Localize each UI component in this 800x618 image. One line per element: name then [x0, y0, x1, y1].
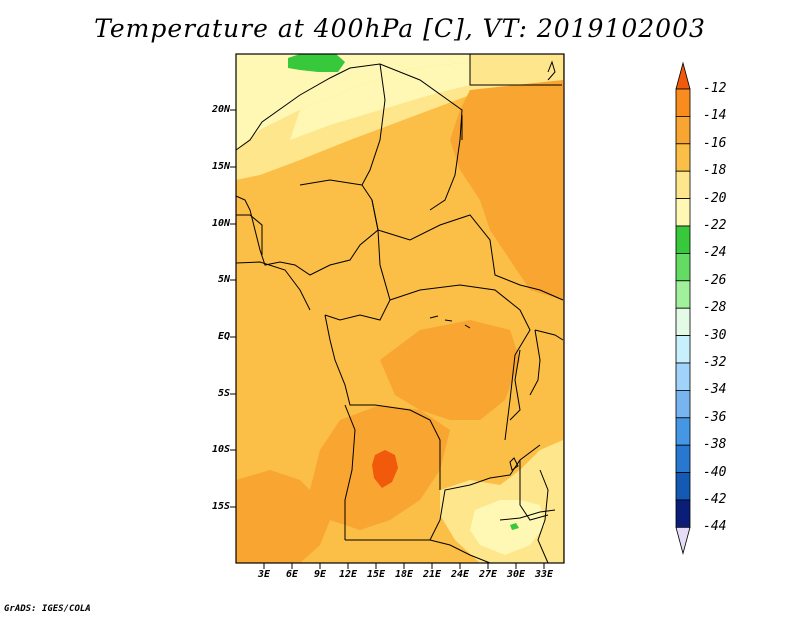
x-label-30E: 30E: [506, 569, 526, 580]
y-label-5S: 5S: [217, 388, 230, 399]
y-label-EQ: EQ: [217, 331, 230, 342]
x-label-24E: 24E: [450, 569, 470, 580]
x-label-18E: 18E: [394, 569, 414, 580]
colorbar: [675, 61, 691, 555]
x-label-9E: 9E: [313, 569, 327, 580]
colorbar-label: -14: [703, 108, 727, 124]
colorbar-label: -34: [703, 382, 727, 398]
colorbar-box: [675, 362, 691, 391]
colorbar-box: [675, 389, 691, 419]
colorbar-arrow-bottom: [675, 527, 691, 555]
colorbar-box: [675, 307, 691, 337]
colorbar-box: [675, 444, 691, 474]
colorbar-label: -12: [703, 81, 727, 96]
y-label-5N: 5N: [217, 274, 230, 285]
colorbar-box: [675, 499, 691, 528]
colorbar-arrow-top: [675, 61, 691, 90]
x-label-27E: 27E: [478, 569, 498, 580]
colorbar-label: -16: [703, 135, 727, 151]
y-label-15S: 15S: [211, 501, 230, 512]
country-borders: [235, 54, 564, 564]
warm-region-east: [450, 80, 563, 300]
colorbar-label: -22: [703, 218, 727, 233]
colorbar-box: [675, 143, 691, 172]
cold-band-north: [236, 54, 470, 150]
colorbar-label: -32: [703, 355, 727, 370]
colorbar-label: -40: [703, 464, 727, 480]
x-label-15E: 15E: [366, 569, 386, 580]
y-label-20N: 20N: [211, 104, 230, 115]
colorbar-label: -20: [703, 190, 727, 206]
colorbar-label: -42: [703, 492, 727, 507]
y-label-10S: 10S: [211, 444, 230, 455]
cold-patch-sahara: [290, 62, 470, 140]
colorbar-box: [675, 116, 691, 145]
axis-ticks: [230, 109, 545, 569]
hot-spot: [372, 450, 398, 488]
x-label-21E: 21E: [422, 569, 442, 580]
x-label-12E: 12E: [338, 569, 358, 580]
colorbar-box: [675, 225, 691, 254]
colorbar-box: [675, 335, 691, 364]
warm-region-southwest: [236, 470, 330, 563]
colorbar-label: -36: [703, 409, 727, 425]
colorbar-label: -28: [703, 300, 727, 316]
cold-spot-small: [510, 523, 519, 530]
colorbar-label: -44: [703, 519, 727, 535]
map-frame: [235, 53, 565, 564]
colorbar-box: [675, 198, 691, 227]
colorbar-label: -30: [703, 327, 727, 343]
cold-spot: [288, 54, 345, 72]
colorbar-label: -38: [703, 437, 727, 453]
x-label-3E: 3E: [257, 569, 271, 580]
colorbar-box: [675, 252, 691, 282]
colorbar-box: [675, 280, 691, 309]
x-label-33E: 33E: [534, 569, 554, 580]
colorbar-box: [675, 472, 691, 501]
colorbar-box: [675, 170, 691, 199]
map-title: Temperature at 400hPa [C], VT: 201910200…: [94, 14, 706, 43]
credit-text: GrADS: IGES/COLA: [4, 604, 91, 614]
y-label-10N: 10N: [211, 218, 230, 229]
x-label-6E: 6E: [285, 569, 299, 580]
y-label-15N: 15N: [211, 161, 230, 172]
colorbar-label: -24: [703, 245, 727, 261]
colorbar-label: -18: [703, 163, 727, 179]
colorbar-box: [675, 88, 691, 117]
warm-region-congo: [380, 320, 520, 420]
colorbar-box: [675, 417, 691, 446]
colorbar-label: -26: [703, 272, 727, 288]
